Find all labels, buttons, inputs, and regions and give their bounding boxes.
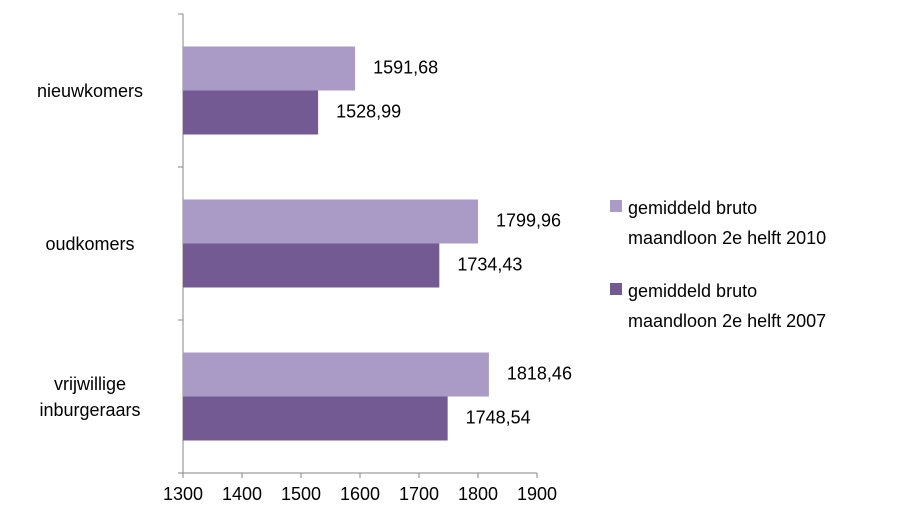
legend-swatch	[610, 283, 622, 295]
bar	[183, 46, 356, 91]
x-tick-label: 1600	[340, 484, 380, 504]
value-label: 1748,54	[466, 407, 531, 427]
legend-swatch	[610, 200, 622, 212]
x-tick-label: 1900	[517, 484, 557, 504]
bar	[183, 243, 440, 288]
bar	[183, 396, 448, 441]
x-tick-label: 1400	[222, 484, 262, 504]
x-tick-label: 1700	[399, 484, 439, 504]
value-label: 1799,96	[496, 210, 561, 230]
value-label: 1528,99	[336, 101, 401, 121]
value-label: 1818,46	[507, 363, 572, 383]
bar	[183, 199, 478, 244]
y-tick-label: oudkomers	[45, 233, 135, 254]
y-tick-label: vrijwillige inburgeraars	[39, 373, 141, 420]
y-tick-label: nieuwkomers	[36, 80, 144, 101]
legend-label: gemiddeld bruto maandloon 2e helft 2007	[628, 281, 827, 331]
x-tick-label: 1800	[458, 484, 498, 504]
bar	[183, 90, 319, 135]
x-tick-label: 1500	[281, 484, 321, 504]
bar	[183, 352, 489, 397]
value-label: 1734,43	[457, 254, 522, 274]
legend-label: gemiddeld bruto maandloon 2e helft 2010	[628, 198, 827, 248]
value-label: 1591,68	[373, 57, 438, 77]
x-tick-label: 1300	[163, 484, 203, 504]
